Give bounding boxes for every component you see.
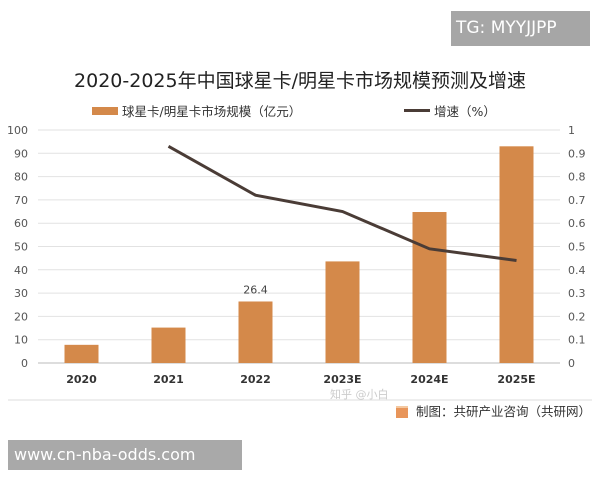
data-label: 26.4 [243, 283, 268, 296]
y-left-tick-label: 10 [14, 334, 28, 347]
x-tick-label: 2021 [153, 373, 184, 386]
legend-label-line: 增速（%） [434, 104, 496, 119]
y-left-tick-label: 50 [14, 241, 28, 254]
y-right-tick-label: 0.9 [568, 147, 586, 160]
growth-line [167, 145, 517, 262]
y-right-tick-label: 0.7 [568, 194, 586, 207]
y-right-tick-label: 0.6 [568, 217, 586, 230]
x-tick-label: 2022 [240, 373, 271, 386]
y-left-tick-label: 40 [14, 264, 28, 277]
y-left-tick-label: 80 [14, 171, 28, 184]
source-text: 制图：共研产业咨询（共研网） [416, 404, 592, 419]
y-left-tick-label: 60 [14, 217, 28, 230]
y-right-tick-label: 0.4 [568, 264, 586, 277]
bar-2024E [412, 212, 447, 363]
bar-2020 [64, 344, 99, 363]
legend-item-bar: 球星卡/明星卡市场规模（亿元） [92, 101, 301, 120]
bar-2022 [238, 301, 273, 363]
y-left-tick-label: 20 [14, 310, 28, 323]
x-tick-label: 2024E [410, 373, 448, 386]
zhihu-watermark: 知乎 @小白 [330, 388, 389, 401]
y-left-tick-label: 90 [14, 147, 28, 160]
x-tick-label: 2023E [323, 373, 361, 386]
y-right-tick-label: 0 [568, 357, 575, 370]
y-left-tick-label: 70 [14, 194, 28, 207]
y-left-tick-label: 0 [21, 357, 28, 370]
y-left-tick-label: 100 [7, 124, 28, 137]
chart-title: 2020-2025年中国球星卡/明星卡市场规模预测及增速 [74, 70, 526, 92]
site-watermark: www.cn-nba-odds.com [8, 440, 242, 470]
y-left-tick-label: 30 [14, 287, 28, 300]
bar-2025E [499, 146, 534, 363]
chart-source: 制图：共研产业咨询（共研网） [396, 404, 591, 419]
bar-2021 [151, 327, 186, 363]
y-right-tick-label: 0.5 [568, 241, 586, 254]
legend-label-bar: 球星卡/明星卡市场规模（亿元） [122, 104, 302, 119]
bar-2023E [325, 261, 360, 363]
legend-swatch-bar [92, 106, 118, 115]
x-tick-label: 2025E [497, 373, 535, 386]
y-right-tick-label: 1 [568, 124, 575, 137]
y-right-tick-label: 0.1 [568, 334, 586, 347]
tg-watermark: TG: MYYJJPP [451, 11, 590, 46]
legend-swatch-line [404, 109, 430, 112]
legend-item-line: 增速（%） [404, 101, 496, 120]
source-logo-icon [396, 405, 408, 418]
y-right-tick-label: 0.3 [568, 287, 586, 300]
y-right-tick-label: 0.2 [568, 310, 586, 323]
y-right-tick-label: 0.8 [568, 171, 586, 184]
x-tick-label: 2020 [66, 373, 97, 386]
